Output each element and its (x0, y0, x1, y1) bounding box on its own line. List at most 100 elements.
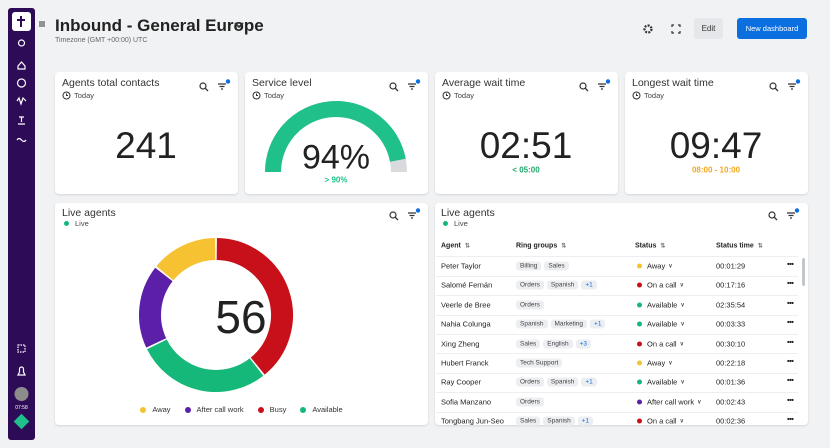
timezone: Timezone (GMT +00:00) UTC (55, 37, 148, 44)
status-label: Away (647, 358, 666, 368)
row-divider (436, 353, 798, 355)
status-time: 00:22:18 (716, 358, 746, 368)
donut-segment (216, 238, 293, 375)
status[interactable]: On a call ∨ (637, 417, 684, 426)
nav-icon[interactable] (16, 78, 27, 88)
live-label: Live (454, 219, 468, 228)
status[interactable]: On a call ∨ (637, 281, 684, 290)
legend-label: Available (312, 405, 343, 414)
widget-target: > 90% (324, 175, 348, 185)
sort-icon[interactable]: ⇅ (660, 243, 666, 250)
filter-dot (795, 79, 801, 84)
new-dashboard-button[interactable]: New dashboard (737, 18, 807, 39)
ring-group-tag: +3 (575, 339, 592, 349)
edit-button[interactable]: Edit (694, 18, 723, 39)
filter-dot (794, 208, 800, 213)
ring-group-tag: Orders (516, 397, 544, 407)
settings-icon[interactable] (642, 23, 654, 35)
row-divider (436, 392, 798, 394)
live-dot (443, 221, 448, 226)
widget-card (245, 72, 428, 194)
nav-icon[interactable] (16, 137, 27, 143)
filter-icon[interactable] (597, 78, 611, 92)
corners (671, 24, 681, 34)
row-menu[interactable]: ••• (787, 317, 794, 327)
row-menu[interactable]: ••• (787, 278, 794, 288)
clock-icon (252, 91, 261, 100)
filter-icon[interactable] (407, 207, 421, 221)
clock-hands (446, 93, 448, 96)
chevron (234, 22, 244, 29)
status[interactable]: Away ∨ (637, 359, 673, 368)
ring-groups: Orders Spanish +1 (516, 377, 600, 387)
widget-period: Today (264, 91, 285, 100)
filter-icon[interactable] (787, 78, 801, 92)
legend-item: Away (140, 405, 171, 414)
filter-icon[interactable] (786, 207, 800, 221)
logo-mark (20, 16, 22, 27)
row-menu[interactable]: ••• (787, 395, 794, 405)
column-header: Status ⇅ (635, 243, 665, 250)
title-dropdown[interactable] (233, 20, 245, 30)
status-time: 02:35:54 (716, 300, 746, 310)
ring-group-tag: English (543, 339, 573, 349)
nav-icon[interactable] (16, 96, 27, 106)
status[interactable]: Available ∨ (637, 300, 685, 309)
nav-icon[interactable] (17, 61, 26, 70)
sort-icon[interactable]: ⇅ (757, 243, 763, 250)
status[interactable]: After call work ∨ (637, 397, 702, 406)
avatar[interactable] (14, 387, 29, 401)
status-chevron: ∨ (679, 341, 685, 348)
menu-icon-lines (39, 21, 45, 27)
row-divider (436, 256, 798, 258)
widget-target: 08:00 - 10:00 (691, 165, 741, 175)
apps-icon[interactable] (17, 344, 26, 353)
search-icon[interactable] (768, 211, 778, 221)
sort-icon[interactable]: ⇅ (464, 243, 470, 250)
status-chevron: ∨ (679, 418, 685, 425)
row-menu[interactable]: ••• (787, 259, 794, 269)
nav-icon[interactable] (18, 116, 25, 125)
search-glass (389, 211, 397, 219)
search-icon[interactable] (389, 82, 399, 92)
row-menu[interactable]: ••• (787, 298, 794, 308)
sort-icon[interactable]: ⇅ (561, 243, 567, 250)
filter-icon[interactable] (407, 78, 421, 92)
live-label: Live (75, 219, 89, 228)
table-card (435, 203, 808, 425)
widget-title: Agents total contacts (62, 77, 160, 89)
ring-group-tag: Orders (516, 377, 544, 387)
bell-icon[interactable] (17, 366, 26, 376)
status-indicator[interactable] (13, 413, 30, 430)
status-chevron: ∨ (680, 302, 685, 309)
donut (139, 238, 293, 392)
ring-group-tag: Sales (516, 416, 541, 426)
fullscreen-icon[interactable] (671, 24, 681, 34)
ring-groups: Sales Spanish +1 (516, 416, 596, 426)
ring-group-tag: Tech Support (516, 358, 563, 368)
nav-icon[interactable] (17, 39, 26, 47)
sidebar: 07:58 (8, 8, 35, 440)
filter-icon[interactable] (217, 78, 231, 92)
search-icon[interactable] (389, 211, 399, 221)
search-glass (389, 82, 397, 90)
search-icon[interactable] (199, 82, 209, 92)
row-menu[interactable]: ••• (787, 356, 794, 366)
row-menu[interactable]: ••• (787, 337, 794, 347)
row-menu[interactable]: ••• (787, 375, 794, 385)
filter-lines (598, 83, 606, 90)
status[interactable]: On a call ∨ (637, 339, 684, 348)
search-icon[interactable] (579, 82, 589, 92)
gear (643, 24, 653, 34)
status[interactable]: Available ∨ (637, 378, 685, 387)
clock-face (442, 91, 451, 100)
status[interactable]: Available ∨ (637, 320, 685, 329)
table-title: Live agents (441, 207, 495, 219)
status[interactable]: Away ∨ (637, 262, 673, 271)
search-icon[interactable] (769, 82, 779, 92)
ring-group-tag: Spanish (546, 280, 579, 290)
status-dot (637, 418, 642, 424)
menu-icon[interactable] (38, 20, 46, 28)
row-menu[interactable]: ••• (787, 414, 794, 424)
